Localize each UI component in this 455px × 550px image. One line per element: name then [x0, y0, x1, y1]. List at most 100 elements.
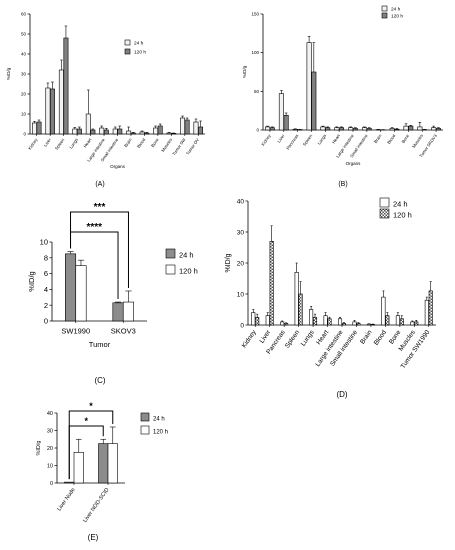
y-tick-label: 40	[237, 198, 245, 205]
bar	[306, 42, 312, 131]
bar	[428, 290, 433, 326]
bar	[352, 128, 358, 131]
y-tick-label: 40	[21, 52, 27, 57]
bar	[166, 132, 172, 135]
significance-bracket	[68, 410, 114, 480]
bar	[139, 131, 145, 135]
x-tick-label: Heart	[331, 133, 341, 145]
x-tick-label: Tumor OV	[185, 137, 200, 156]
bar	[171, 133, 177, 135]
panel-b: 0 50 100 150 %ID/g Kidney Liver Pancreas Spleen L…	[242, 5, 443, 188]
y-tick-label: 2	[44, 301, 48, 310]
bar	[193, 121, 199, 135]
bar	[99, 127, 105, 135]
significance-marker: ***	[94, 202, 106, 213]
bar	[65, 253, 77, 322]
y-tick-label: 6	[44, 269, 48, 278]
x-tick-label: Liver	[43, 137, 53, 148]
bar	[255, 316, 260, 326]
significance-marker: ****	[86, 222, 102, 233]
legend-swatch	[381, 12, 388, 19]
x-tick-label: Blood	[373, 329, 388, 347]
x-tick-label: Liver Nude	[56, 487, 76, 512]
bar	[309, 309, 314, 326]
y-axis-label: %ID/g	[242, 65, 247, 78]
bar	[284, 323, 289, 326]
x-axis-label: Organs	[346, 161, 362, 166]
bar	[72, 128, 78, 135]
bar	[389, 128, 395, 131]
bar	[117, 128, 123, 135]
legend-swatch	[381, 5, 388, 12]
bar	[370, 324, 375, 326]
bar	[265, 126, 271, 131]
legend-label: 120 h	[391, 14, 403, 20]
y-tick-label: 100	[251, 50, 259, 55]
y-axis-label: %ID/g	[225, 253, 232, 272]
x-tick-label: Lungs	[316, 133, 327, 145]
bar	[184, 119, 190, 135]
y-tick-label: 20	[21, 92, 27, 97]
legend-swatch	[140, 412, 150, 422]
bar	[130, 132, 136, 135]
bar	[251, 312, 256, 326]
x-tick-label: SW1990	[61, 327, 90, 336]
bar	[312, 316, 318, 326]
bar	[341, 323, 346, 326]
panel-label: (C)	[94, 376, 105, 385]
bar	[283, 115, 289, 131]
bar	[50, 88, 55, 135]
bar	[73, 452, 84, 484]
panel-label: (D)	[336, 390, 347, 399]
bar	[327, 318, 332, 326]
bar	[98, 443, 109, 484]
x-axis-label: Tumor	[89, 340, 111, 349]
bar	[64, 481, 75, 484]
y-tick-label: 150	[251, 12, 259, 17]
bar	[76, 128, 82, 135]
y-tick-label: 0	[23, 132, 26, 137]
x-tick-label: Muscles	[411, 133, 424, 148]
bar	[338, 318, 343, 326]
bar	[280, 321, 285, 326]
x-tick-label: Liver	[276, 133, 286, 144]
y-axis-label: %ID/g	[27, 271, 36, 291]
y-tick-label: 0	[240, 322, 244, 329]
x-tick-label: Spleen	[284, 329, 302, 350]
x-tick-label: Spleen	[302, 133, 314, 147]
bar	[320, 126, 326, 131]
y-tick-label: 10	[47, 463, 53, 469]
x-tick-label: Bone	[150, 137, 160, 148]
y-tick-label: 50	[21, 32, 27, 37]
bar	[292, 128, 298, 131]
bar	[410, 321, 415, 326]
panel-label: (A)	[95, 181, 104, 188]
bar	[431, 127, 437, 131]
bar	[435, 128, 441, 131]
x-axis-label: Organs	[110, 164, 126, 169]
bar	[352, 321, 357, 326]
bar	[334, 127, 340, 131]
legend-swatch	[124, 39, 131, 46]
bar	[58, 69, 64, 135]
y-tick-label: 0	[44, 317, 48, 326]
legend-swatch	[140, 425, 150, 435]
y-tick-label: 50	[254, 89, 260, 94]
y-tick-label: 30	[237, 229, 245, 236]
bar	[112, 128, 118, 135]
bar	[265, 315, 270, 326]
y-tick-label: 4	[44, 285, 48, 294]
bar	[107, 443, 118, 484]
bar	[122, 301, 134, 322]
x-tick-label: Spleen	[54, 137, 66, 151]
bar	[31, 122, 37, 135]
bar	[45, 87, 51, 135]
bar	[348, 127, 354, 131]
legend-label: 24 h	[179, 251, 194, 260]
legend-label: 24 h	[153, 417, 165, 423]
bar	[338, 127, 345, 131]
y-axis-label: %ID/g	[6, 67, 11, 80]
x-tick-label: Pancreas	[285, 133, 299, 150]
bar	[180, 117, 185, 135]
